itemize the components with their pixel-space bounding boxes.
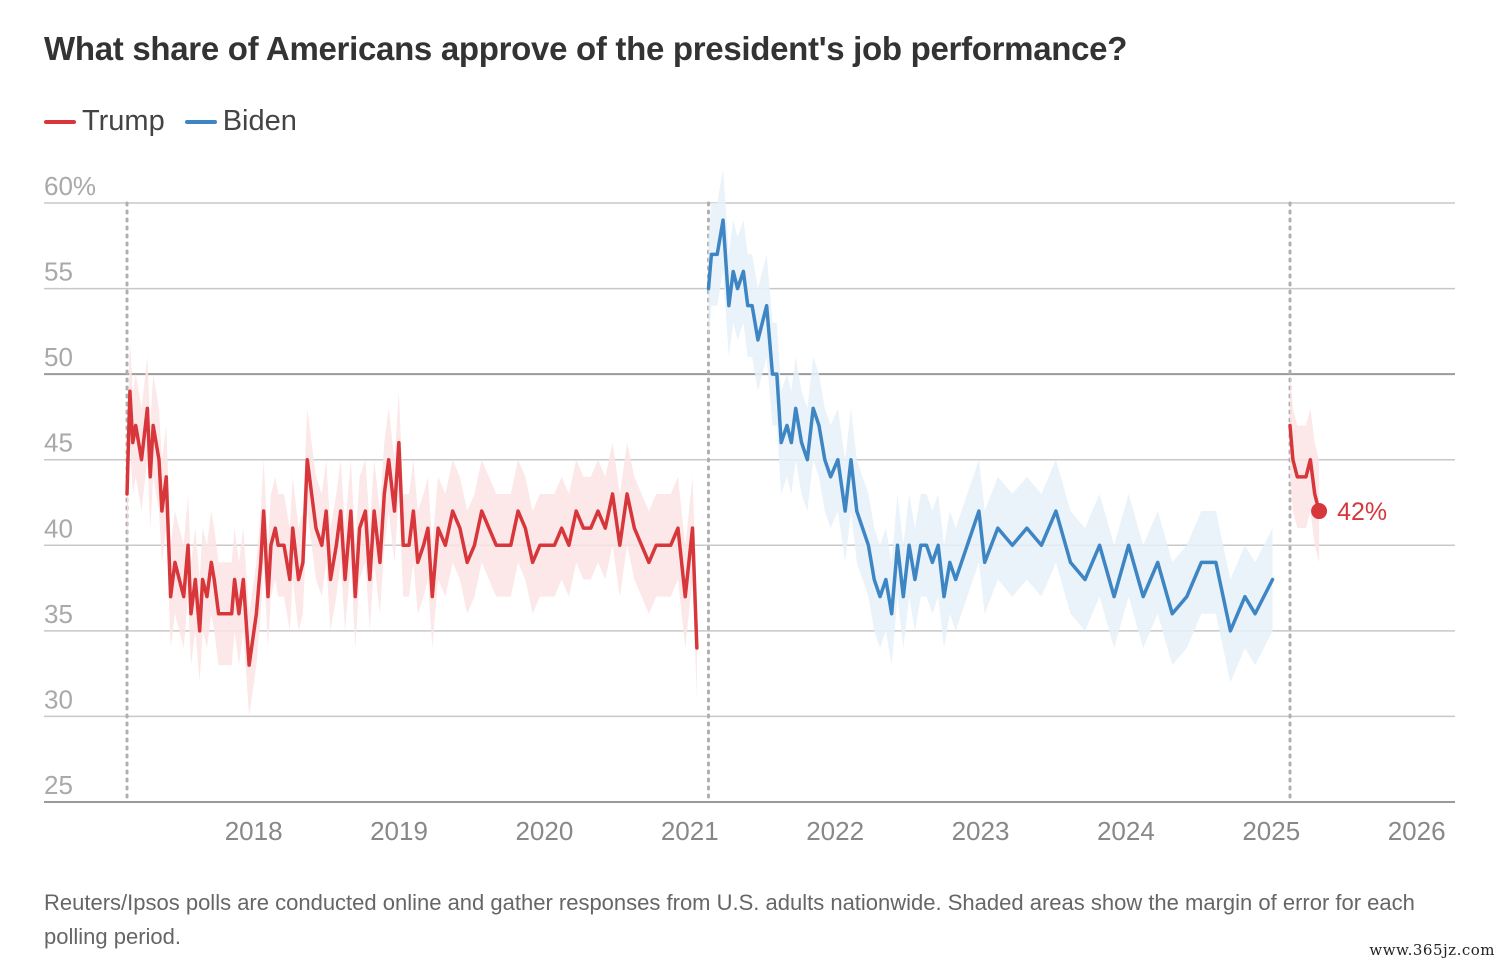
legend-label-trump: Trump [82, 105, 165, 137]
y-tick-label-45: 45 [44, 428, 73, 458]
legend: Trump Biden [44, 105, 317, 138]
y-tick-label-30: 30 [44, 684, 73, 714]
y-tick-label-25: 25 [44, 770, 73, 800]
latest-value-label: 42% [1337, 498, 1387, 526]
watermark: www.365jz.com [1369, 941, 1495, 959]
chart-title: What share of Americans approve of the p… [44, 30, 1128, 67]
legend-swatch-trump [44, 119, 76, 124]
y-tick-label-55: 55 [44, 257, 73, 287]
series-line-2 [1288, 423, 1321, 513]
x-tick-label-2018: 2018 [225, 816, 283, 846]
legend-item-biden: Biden [184, 105, 297, 138]
series-line-1 [706, 218, 1275, 633]
legend-item-trump: Trump [44, 105, 165, 138]
x-tick-label-2021: 2021 [661, 816, 719, 846]
footnote: Reuters/Ipsos polls are conducted online… [44, 890, 1415, 949]
x-tick-label-2026: 2026 [1388, 816, 1446, 846]
y-tick-label-60: 60% [44, 171, 96, 201]
legend-label-biden: Biden [222, 105, 297, 137]
x-tick-label-2020: 2020 [515, 816, 573, 846]
y-tick-label-35: 35 [44, 599, 73, 629]
x-tick-label-2024: 2024 [1097, 816, 1155, 846]
margin-band-2 [1290, 374, 1320, 563]
x-tick-label-2019: 2019 [370, 816, 428, 846]
y-tick-label-40: 40 [44, 513, 73, 543]
x-tick-label-2025: 2025 [1242, 816, 1300, 846]
latest-value-dot [1311, 503, 1328, 520]
legend-swatch-biden [184, 119, 217, 124]
y-tick-label-50: 50 [44, 342, 73, 372]
series-line-0 [125, 389, 699, 667]
x-tick-label-2023: 2023 [952, 816, 1010, 846]
x-tick-label-2022: 2022 [806, 816, 864, 846]
